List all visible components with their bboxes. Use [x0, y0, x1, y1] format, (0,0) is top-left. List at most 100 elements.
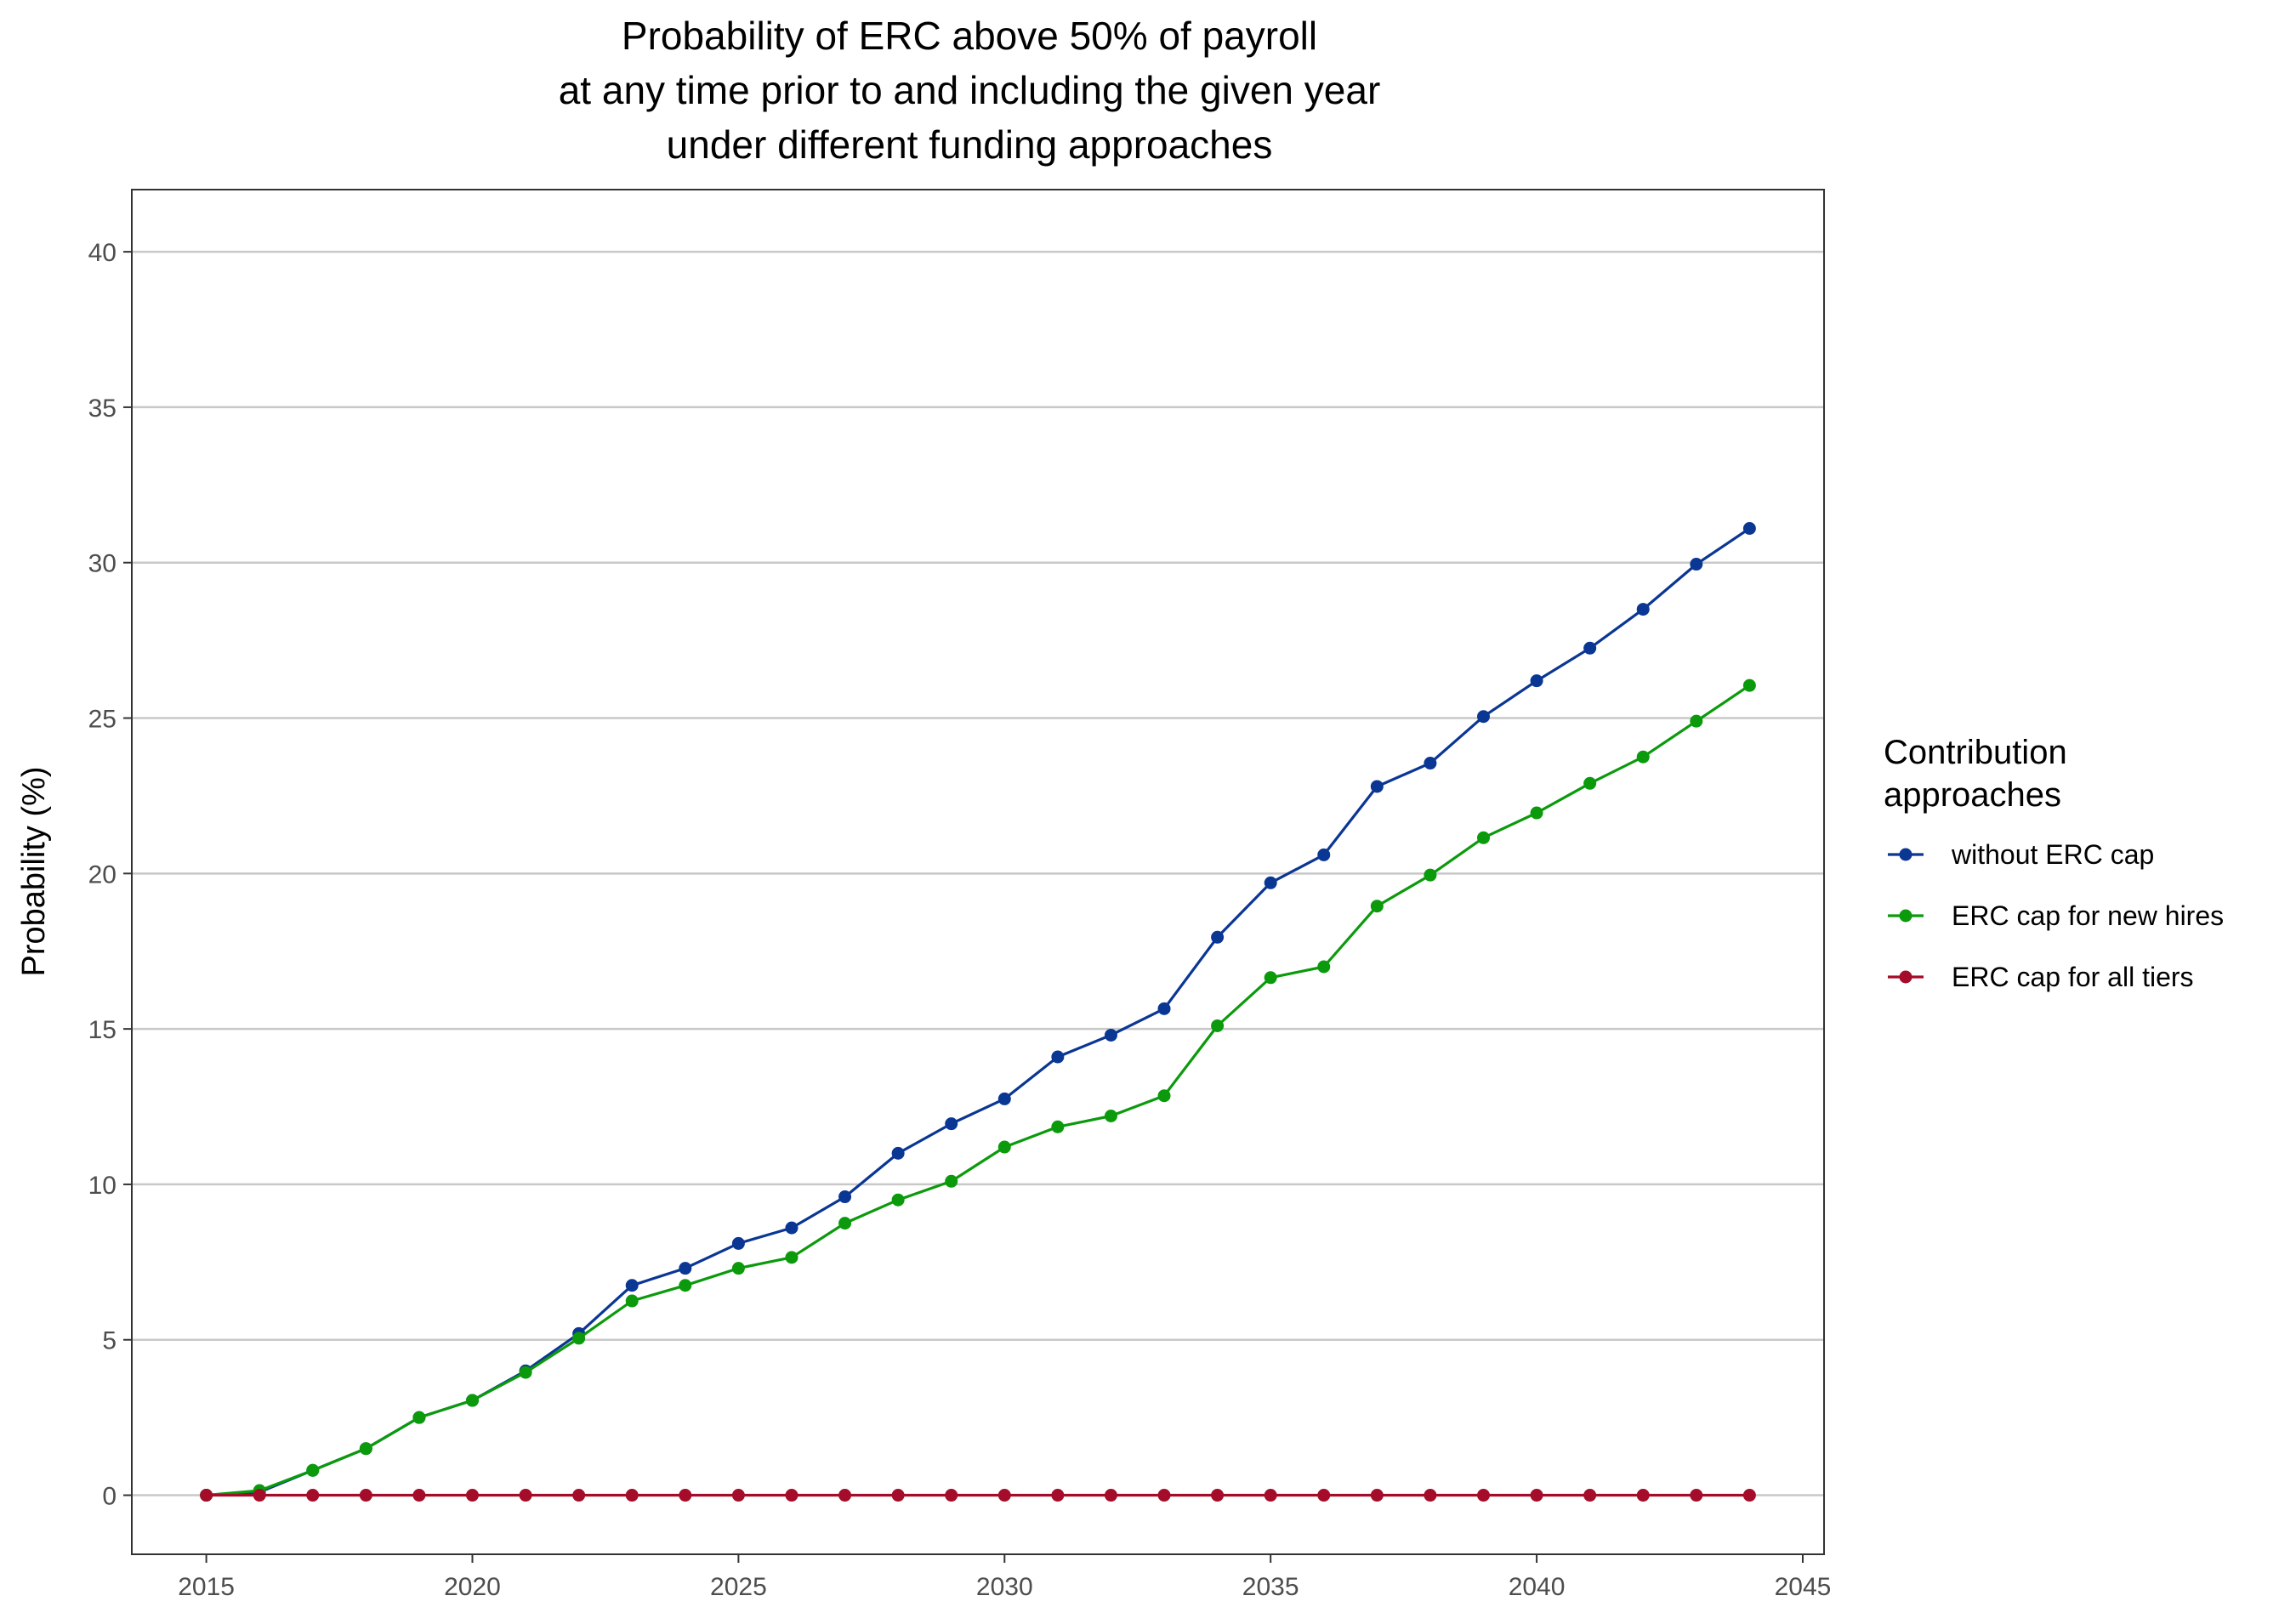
x-tick-label: 2040	[1509, 1573, 1566, 1601]
data-point	[731, 1262, 745, 1275]
data-point	[1530, 1489, 1543, 1502]
data-point	[785, 1221, 798, 1235]
data-point	[1051, 1120, 1065, 1133]
legend-title-line-2: approaches	[1884, 776, 2061, 814]
data-point	[1370, 780, 1384, 793]
legend-label: ERC cap for all tiers	[1952, 962, 2194, 992]
series-erc-cap-for-new-hires	[200, 679, 1756, 1502]
data-point	[200, 1489, 213, 1502]
legend-item: ERC cap for all tiers	[1888, 962, 2194, 992]
y-tick-label: 40	[88, 239, 117, 267]
data-point	[997, 1140, 1011, 1154]
data-point	[359, 1442, 372, 1456]
data-point	[1636, 750, 1650, 764]
data-point	[572, 1489, 586, 1502]
data-point	[1530, 806, 1543, 820]
data-point	[1317, 848, 1331, 861]
data-point	[679, 1262, 692, 1275]
series-erc-cap-for-all-tiers	[200, 1489, 1756, 1502]
data-point	[412, 1489, 426, 1502]
legend-item: without ERC cap	[1888, 839, 2154, 870]
x-tick-label: 2020	[444, 1573, 501, 1601]
data-point	[1583, 1489, 1597, 1502]
data-point	[1476, 1489, 1490, 1502]
data-point	[1157, 1489, 1171, 1502]
data-point	[1051, 1050, 1065, 1064]
data-point	[306, 1463, 320, 1477]
data-point	[1424, 1489, 1437, 1502]
data-point	[1636, 603, 1650, 616]
series-layer	[200, 522, 1756, 1502]
y-tick-label: 35	[88, 395, 117, 423]
y-tick-label: 30	[88, 550, 117, 578]
data-point	[1690, 714, 1703, 728]
y-tick-label: 25	[88, 706, 117, 734]
data-point	[625, 1294, 639, 1308]
data-point	[306, 1489, 320, 1502]
data-point	[785, 1251, 798, 1264]
data-point	[1104, 1109, 1117, 1122]
legend-title-line-1: Contribution	[1884, 734, 2067, 771]
data-point	[519, 1489, 532, 1502]
data-point	[731, 1236, 745, 1250]
chart-title-line-3: under different funding approaches	[667, 122, 1273, 167]
data-point	[1424, 868, 1437, 882]
data-point	[1742, 679, 1756, 692]
plot-panel-border	[131, 189, 1825, 1555]
y-axis-title: Probability (%)	[16, 766, 52, 976]
data-point	[891, 1146, 905, 1160]
data-point	[945, 1489, 958, 1502]
legend-key-point	[1899, 848, 1912, 861]
data-point	[891, 1193, 905, 1207]
data-point	[731, 1489, 745, 1502]
data-point	[1424, 757, 1437, 770]
data-point	[838, 1190, 852, 1204]
chart-title: Probability of ERC above 50% of payroll …	[559, 14, 1381, 167]
y-tick-label: 5	[102, 1327, 117, 1355]
y-tick-label: 0	[102, 1483, 117, 1511]
data-point	[625, 1489, 639, 1502]
data-point	[1104, 1489, 1117, 1502]
data-point	[519, 1366, 532, 1379]
data-point	[466, 1489, 480, 1502]
data-point	[1264, 1489, 1277, 1502]
legend-label: without ERC cap	[1951, 839, 2154, 870]
data-point	[1476, 831, 1490, 844]
data-point	[838, 1489, 852, 1502]
data-point	[785, 1489, 798, 1502]
data-point	[1636, 1489, 1650, 1502]
y-tick-label: 20	[88, 860, 117, 889]
data-point	[1742, 522, 1756, 536]
chart-title-line-1: Probability of ERC above 50% of payroll	[622, 14, 1317, 58]
data-point	[1157, 1002, 1171, 1015]
y-tick-label: 15	[88, 1016, 117, 1044]
data-point	[1051, 1489, 1065, 1502]
data-point	[1211, 1019, 1225, 1032]
y-tick-label: 10	[88, 1172, 117, 1200]
data-point	[1264, 876, 1277, 889]
data-point	[1583, 641, 1597, 655]
data-point	[1104, 1028, 1117, 1042]
data-point	[945, 1117, 958, 1131]
grid-lines	[132, 250, 1824, 1496]
data-point	[1583, 776, 1597, 790]
data-point	[1476, 710, 1490, 724]
data-point	[997, 1092, 1011, 1105]
data-point	[412, 1411, 426, 1424]
series-line	[206, 684, 1751, 1497]
data-point	[1742, 1489, 1756, 1502]
data-point	[1211, 930, 1225, 944]
data-point	[1690, 558, 1703, 571]
data-point	[1317, 1489, 1331, 1502]
legend-label: ERC cap for new hires	[1952, 900, 2224, 931]
data-point	[945, 1174, 958, 1188]
chart-title-line-2: at any time prior to and including the g…	[559, 68, 1381, 112]
data-point	[466, 1394, 480, 1407]
x-tick-label: 2015	[178, 1573, 235, 1601]
data-point	[1157, 1089, 1171, 1103]
series-line	[206, 527, 1751, 1497]
x-tick-label: 2035	[1242, 1573, 1299, 1601]
x-tick-label: 2045	[1775, 1573, 1832, 1601]
